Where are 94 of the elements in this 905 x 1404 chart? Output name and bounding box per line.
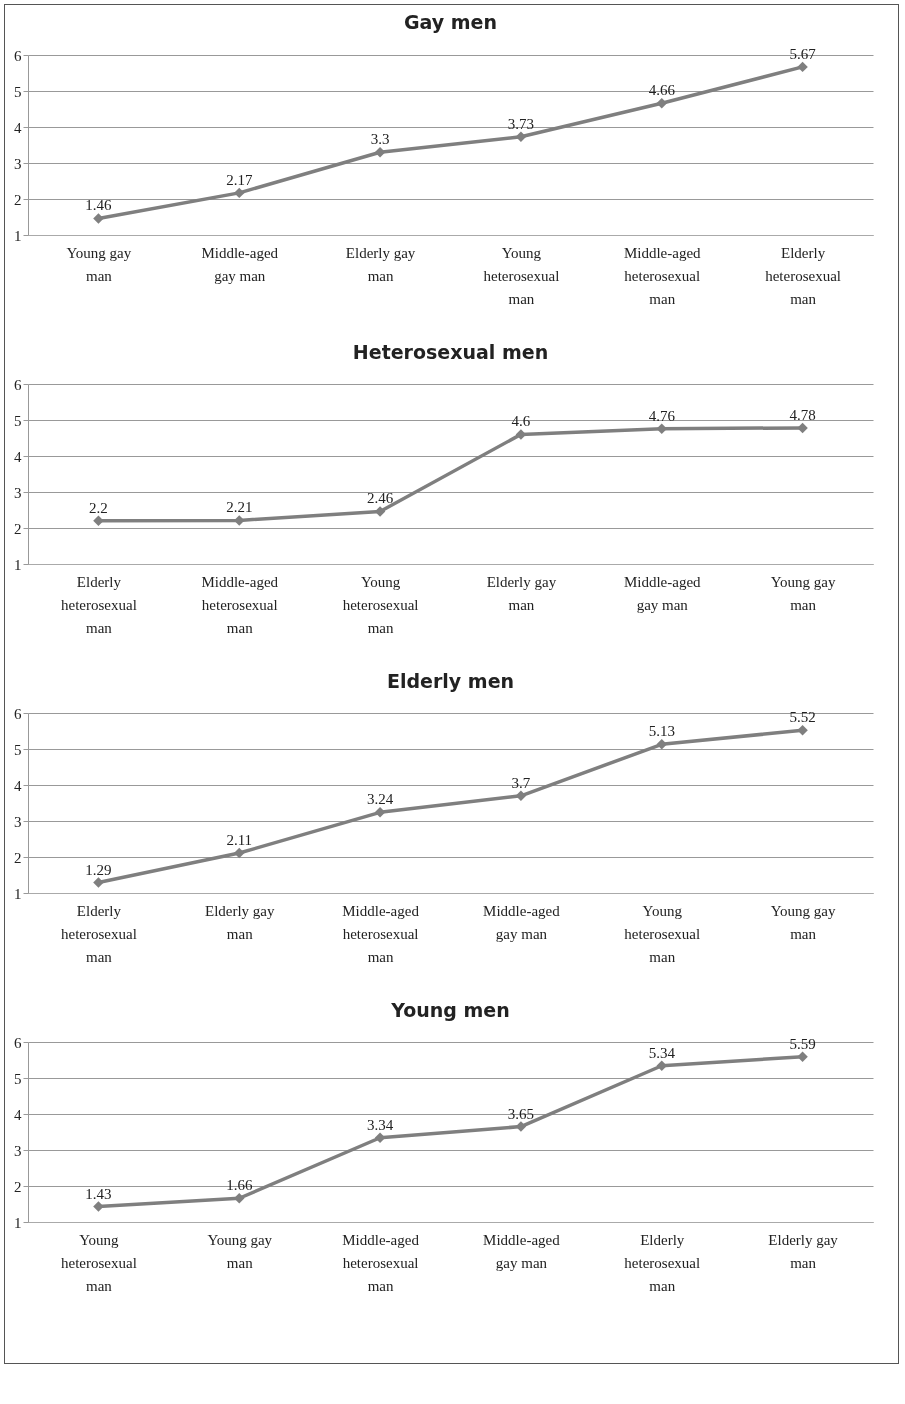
data-label: 5.13 [648,723,675,740]
data-label: 4.6 [511,413,531,430]
x-tick-label: Young heterosexual man [342,573,419,636]
y-tick-label: 5 [14,1070,22,1087]
point [234,1193,245,1204]
y-tick-label: 3 [14,484,22,501]
point [515,790,527,802]
x-tick-label: Middle-aged heterosexual man [201,573,279,636]
x-tick-label: Elderly heterosexual man [624,1231,701,1294]
data-label: 2.46 [366,490,394,507]
data-label: 1.66 [226,1177,253,1194]
data-label: 3.24 [366,791,394,808]
point [656,98,667,109]
data-label: 3.3 [370,131,390,148]
point [234,847,245,859]
point [656,423,667,434]
point [797,725,808,736]
point [797,422,808,434]
x-tick-label: Young heterosexual man [61,1231,137,1294]
point [374,146,386,158]
y-tick-label: 1 [14,227,22,244]
y-tick-label: 3 [14,1142,22,1159]
point [93,877,104,888]
x-tick-label: Young heterosexual man [624,902,701,965]
x-tick-label: Middle-aged gay man [483,902,561,942]
x-tick-label: Elderly gay man [345,244,416,284]
data-label: 4.78 [789,406,816,423]
x-tick-label: Middle-aged gay man [623,573,702,613]
x-tick-label: Elderly gay man [486,573,557,613]
y-tick-label: 6 [14,47,22,64]
x-tick-label: Middle-aged heterosexual man [623,244,702,307]
y-tick-label: 1 [14,885,22,902]
x-tick-label: Elderly heterosexual man [765,244,841,307]
y-tick-label: 2 [14,849,22,866]
data-label: 2.21 [226,499,253,516]
data-label: 4.76 [648,407,676,424]
data-label: 3.7 [511,774,531,791]
x-tick-label: Middle-aged heterosexual man [342,902,420,965]
y-tick-label: 4 [14,777,22,794]
y-tick-label: 2 [14,191,22,208]
x-tick-label: Young gay man [66,244,132,284]
point [656,1060,667,1071]
y-tick-label: 6 [14,705,22,722]
point [656,739,667,750]
y-tick-label: 4 [14,119,22,136]
x-tick-label: Young gay man [770,573,836,613]
point [515,131,527,142]
y-tick-label: 2 [14,520,22,537]
data-label: 3.65 [507,1105,535,1122]
data-label: 4.66 [648,82,676,99]
x-tick-label: Elderly gay man [204,902,276,942]
x-tick-label: Elderly heterosexual man [61,902,137,965]
chart-title: Young men [390,999,510,1021]
data-label: 1.46 [85,197,113,214]
y-tick-label: 6 [14,376,22,393]
x-tick-label: Middle-aged gay man [201,244,279,284]
point [797,61,808,73]
data-label: 5.67 [789,45,817,62]
point [93,515,104,527]
x-tick-label: Elderly gay man [768,1231,839,1271]
y-tick-label: 3 [14,155,22,172]
data-label: 2.11 [226,832,253,849]
y-tick-label: 4 [14,448,22,465]
point [374,807,386,818]
point [797,1051,808,1062]
x-tick-label: Middle-aged heterosexual man [342,1231,420,1294]
y-tick-label: 5 [14,83,22,100]
chart-title: Gay men [403,10,498,33]
point [93,213,104,224]
data-label: 2.2 [89,499,108,516]
data-label: 5.34 [648,1044,676,1061]
data-label: 3.34 [366,1116,394,1133]
chart-title: Heterosexual men [352,341,549,363]
x-tick-label: Young gay man [770,902,836,942]
chart-title: Elderly men [386,670,515,692]
data-label: 5.59 [789,1035,816,1052]
x-tick-label: Young heterosexual man [483,244,560,307]
x-tick-label: Middle-aged gay man [483,1231,561,1271]
x-tick-label: Elderly heterosexual man [61,573,137,636]
data-label: 3.73 [507,115,535,132]
y-tick-label: 1 [14,556,22,573]
y-tick-label: 2 [14,1178,22,1195]
data-label: 1.43 [85,1185,112,1202]
point [234,187,245,199]
y-tick-label: 6 [14,1034,22,1051]
y-tick-label: 4 [14,1106,22,1123]
data-label: 2.17 [226,171,253,188]
data-label: 5.52 [789,709,816,726]
x-tick-label: Young gay man [207,1231,273,1271]
y-tick-label: 5 [14,412,22,429]
data-label: 1.29 [85,861,112,878]
y-tick-label: 3 [14,813,22,830]
y-tick-label: 1 [14,1214,22,1231]
y-tick-label: 5 [14,741,22,758]
